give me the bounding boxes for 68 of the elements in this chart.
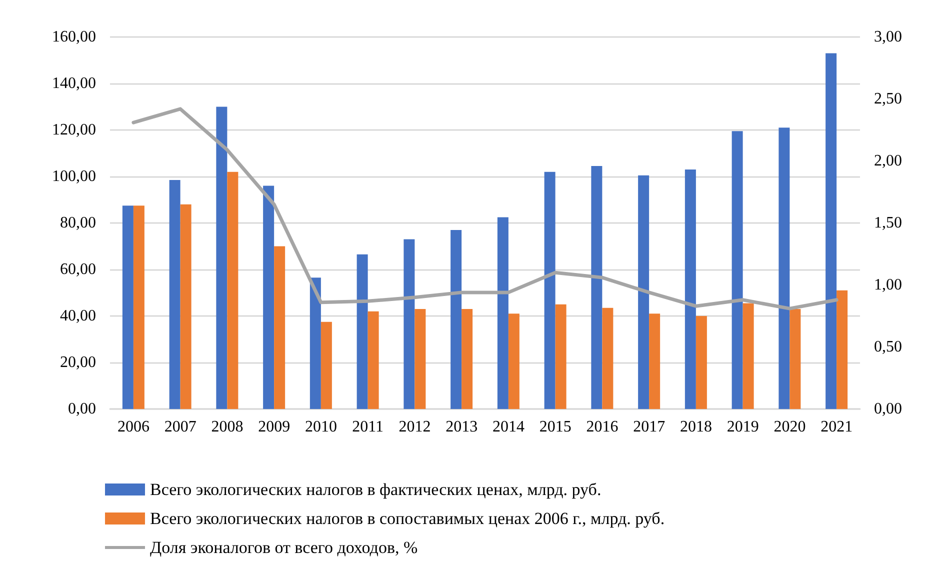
bar [169,180,180,409]
bar [649,314,660,409]
line-series [132,107,838,310]
bar [544,172,556,409]
x-tick-label: 2015 [539,418,572,436]
y-tick-label: 40,00 [60,308,96,324]
x-tick-label: 2018 [680,418,712,436]
bar [462,309,473,409]
bar [732,131,743,409]
y-tick-label: 120,00 [52,122,96,138]
bar [638,175,650,409]
x-tick-label: 2008 [211,418,244,436]
bar [180,204,192,409]
x-tick-label: 2010 [304,418,337,436]
bar [742,303,754,409]
x-tick-label: 2009 [258,418,290,436]
y2-tick-label: 0,00 [874,400,902,418]
bar [368,311,379,409]
y-tick-label: 0,00 [68,400,96,418]
y-tick-label: 140,00 [52,75,96,92]
x-tick-label: 2014 [492,418,524,436]
x-tick-label: 2006 [117,418,150,436]
bar [450,230,462,409]
x-tick-label: 2007 [164,418,196,436]
bar [602,308,614,409]
bar [133,206,144,409]
bar [414,309,426,409]
bar [790,309,801,409]
bar [263,186,274,409]
y-tick-label: 100,00 [52,168,96,185]
bar [320,322,332,409]
y2-tick-label: 2,00 [874,152,902,170]
y2-tick-label: 0,50 [874,338,902,356]
y2-tick-label: 1,50 [874,214,902,232]
y-tick-label: 20,00 [60,354,96,371]
x-tick-label: 2017 [633,418,666,436]
y-tick-label: 60,00 [60,261,96,278]
y2-tick-label: 3,00 [874,28,902,46]
y2-tick-label: 1,00 [874,276,902,294]
bar [836,290,848,409]
legend-label: Всего экологических налогов в фактических ценах, млрд. руб. [150,480,602,499]
x-tick-label: 2011 [352,418,384,436]
bar [310,278,321,409]
x-tick-label: 2012 [398,418,431,436]
y-tick-label: 160,00 [52,28,96,46]
bar [555,304,566,409]
bar [216,106,228,409]
bar [227,172,238,409]
legend-label: Всего экологических налогов в сопоставимых ценах 2006 г., млрд. руб. [150,509,665,528]
x-tick-label: 2013 [446,418,478,436]
y2-tick-label: 2,50 [874,90,902,108]
bar [122,206,134,409]
bar [778,128,790,409]
bar [684,170,696,409]
bar [404,239,415,409]
x-tick-label: 2019 [726,418,759,436]
bar [826,53,837,409]
bar [497,217,508,409]
x-tick-label: 2016 [586,418,618,436]
bar [696,316,707,409]
x-tick-label: 2020 [774,418,806,436]
x-tick-label: 2021 [820,418,853,436]
bar [508,314,520,409]
bar [356,254,368,409]
legend-label: Доля эконалогов от всего доходов, % [150,538,418,557]
bar [274,246,286,409]
bar [591,166,602,409]
y-tick-label: 80,00 [60,214,96,232]
